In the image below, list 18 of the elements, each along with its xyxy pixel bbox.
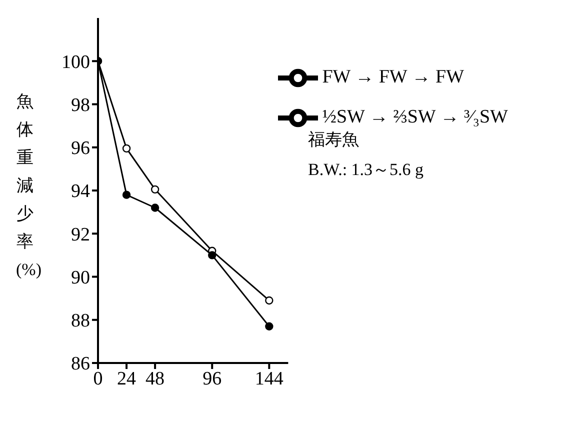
text: B.W.: 1.3～5.6 g bbox=[308, 159, 424, 181]
x-tick-label: 96 bbox=[202, 368, 222, 390]
legend-label: ½SW → ⅔SW → ³⁄₃SW bbox=[322, 106, 508, 128]
y-tick-label: 100 bbox=[62, 52, 90, 73]
y-tick-label: 98 bbox=[71, 94, 90, 116]
legend-label: FW → FW → FW bbox=[322, 66, 464, 88]
y-axis-title: 魚体重減少率(%) bbox=[16, 91, 42, 281]
x-tick-label: 144 bbox=[254, 368, 284, 390]
y-tick-label: 88 bbox=[71, 310, 90, 332]
text: 福寿魚 bbox=[308, 129, 359, 151]
y-tick-label: 90 bbox=[71, 267, 90, 288]
y-tick-label: 96 bbox=[71, 138, 90, 160]
x-tick-label: 48 bbox=[146, 368, 165, 390]
x-tick-label: 0 bbox=[93, 368, 103, 390]
y-tick-label: 94 bbox=[71, 181, 90, 202]
y-tick-label: 86 bbox=[71, 354, 90, 375]
x-tick-label: 24 bbox=[117, 368, 137, 390]
y-tick-label: 92 bbox=[71, 224, 90, 246]
